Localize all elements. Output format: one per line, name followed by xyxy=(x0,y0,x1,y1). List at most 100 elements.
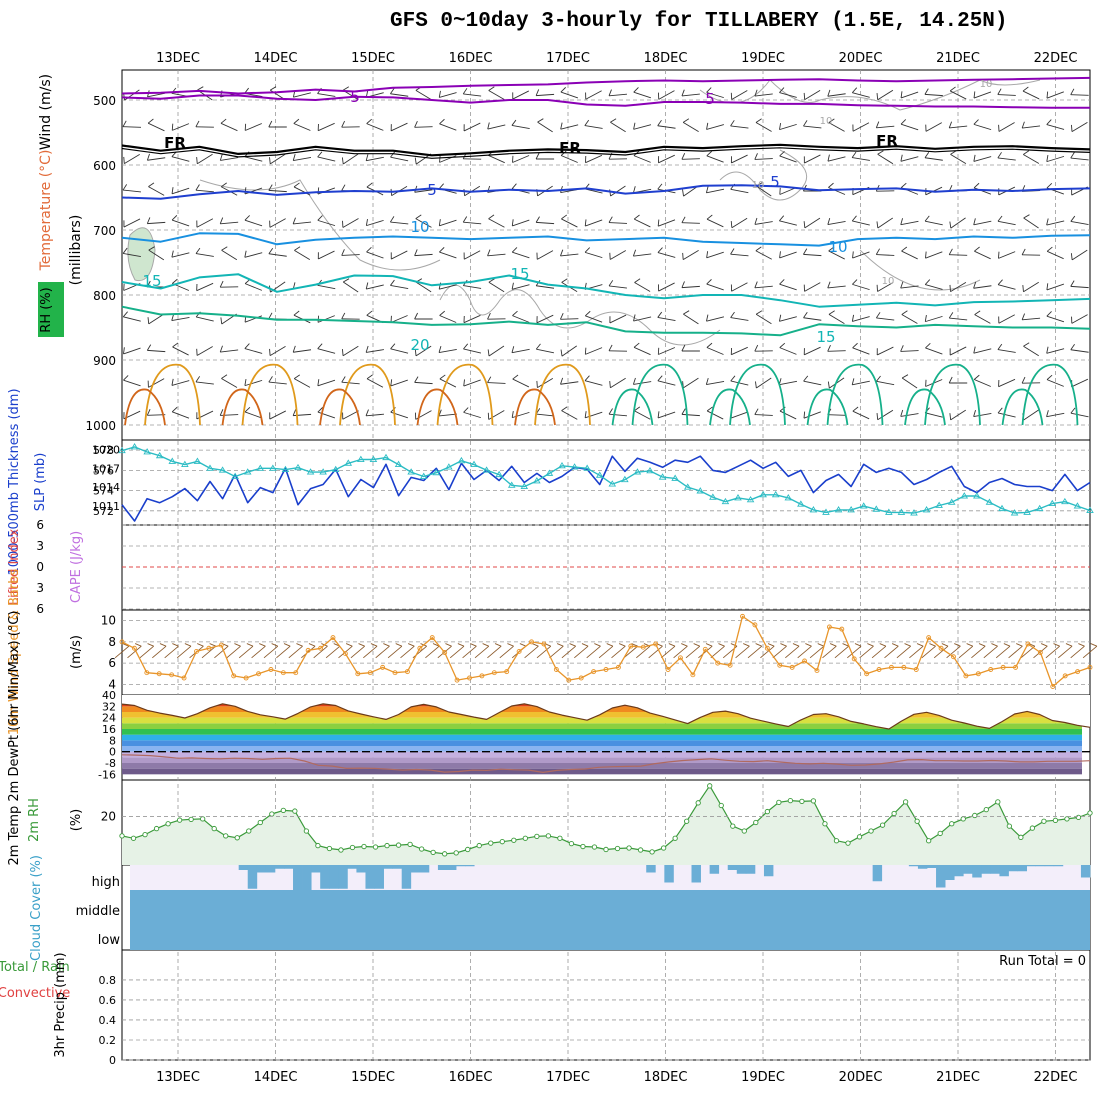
wind-barb xyxy=(852,342,870,355)
wind-barb-shaft xyxy=(706,124,724,130)
wind-barb xyxy=(754,408,773,416)
wind-speed-marker xyxy=(715,660,721,666)
slp-marker xyxy=(947,498,956,505)
wind-barb-shaft xyxy=(634,282,651,292)
wind-barb-flag xyxy=(973,154,976,162)
surface-wind-barb-shaft xyxy=(251,645,266,659)
wind-barb xyxy=(851,314,870,322)
wind-barb-flag xyxy=(998,124,1000,132)
wind-barb-flag xyxy=(317,87,322,94)
date-label-top: 13DEC xyxy=(156,51,200,66)
wind-barb-shaft xyxy=(876,125,895,129)
wind-barb-flag xyxy=(876,375,881,382)
date-label-bottom: 16DEC xyxy=(449,1070,493,1085)
wind-barb-flag xyxy=(438,90,441,98)
pressure-tick: 500 xyxy=(93,94,116,108)
date-label-top: 21DEC xyxy=(936,51,980,66)
wind-barb-shaft xyxy=(974,314,991,324)
wind-barb-flag xyxy=(536,252,538,260)
wind-barb-flag xyxy=(997,343,1003,350)
wind-barb-flag xyxy=(681,344,686,352)
wind-barb xyxy=(852,122,870,132)
surface-wind-barb-flag xyxy=(494,643,502,647)
wind-barb-flag xyxy=(366,118,372,124)
high-cloud-bar xyxy=(410,865,421,873)
wind-barb-shaft xyxy=(268,253,287,257)
wind-barb-flag xyxy=(827,89,831,97)
slp-marker xyxy=(143,448,151,455)
wind-barb xyxy=(730,311,749,321)
wind-barb xyxy=(269,345,286,357)
wind-barb-shaft xyxy=(147,92,166,98)
slp-marker xyxy=(1035,504,1044,512)
wind-barb xyxy=(803,346,821,356)
wind-barb-flag xyxy=(122,184,128,191)
wind-barb-flag xyxy=(414,376,419,383)
wind-barb-shaft xyxy=(244,252,263,258)
wind-barb xyxy=(219,280,239,288)
wind-barb-flag xyxy=(196,412,198,419)
wind-barb-shaft xyxy=(390,379,408,387)
wind-speed-marker xyxy=(566,677,572,683)
wind-barb-flag xyxy=(681,89,685,97)
wind-barb-flag xyxy=(1046,246,1053,252)
wind-barb-shaft xyxy=(537,250,554,260)
wind-barb-shaft xyxy=(463,314,481,324)
wind-barb xyxy=(123,347,141,355)
surface-wind-barb-shaft xyxy=(325,645,341,659)
rh-marker xyxy=(580,843,586,850)
wind-speed-marker xyxy=(851,656,857,662)
wind-barb-shaft xyxy=(221,378,238,388)
wind-barb xyxy=(389,216,409,225)
surface-wind-barb-flag xyxy=(1016,643,1023,647)
wind-barb-flag xyxy=(195,247,201,254)
wind-barb xyxy=(341,312,360,320)
wind-barb xyxy=(147,378,165,388)
wind-barb-shaft xyxy=(730,188,749,194)
wind-barb-flag xyxy=(609,189,611,197)
surface-temp-contour xyxy=(806,388,849,426)
wind-barb xyxy=(561,214,578,228)
wind-barb xyxy=(220,118,238,132)
cloud-level-label: high xyxy=(92,875,120,890)
slp-tick: 1014 xyxy=(92,481,120,494)
surface-wind-barb-flag xyxy=(631,643,638,647)
rh-marker xyxy=(707,783,713,789)
slp-marker xyxy=(206,464,214,471)
wind-barb-flag xyxy=(536,316,538,323)
wind-barb-flag xyxy=(779,122,782,130)
wind-barb-flag xyxy=(852,124,854,132)
high-cloud-bar xyxy=(338,865,348,889)
wind-barb xyxy=(1046,311,1065,323)
surface-wind-barb-flag xyxy=(358,643,365,647)
wind-speed-marker xyxy=(777,662,783,668)
rh-marker xyxy=(246,828,252,834)
wind-barb xyxy=(341,249,360,256)
wind-speed-marker xyxy=(256,671,261,677)
wind-barb-shaft xyxy=(148,313,165,325)
surface-temp-contour xyxy=(1001,388,1044,426)
surface-wind-barb xyxy=(710,643,725,659)
wind-barb-flag xyxy=(632,249,637,257)
wind-barb xyxy=(171,406,190,419)
surface-wind-barb-shaft xyxy=(276,645,291,659)
wind-barb xyxy=(560,345,578,357)
wind-barb-shaft xyxy=(756,185,772,197)
surface-wind-barb-shaft xyxy=(288,645,303,659)
wind-barb-shaft xyxy=(147,221,166,225)
wind-barb-shaft xyxy=(973,91,992,99)
wind-barb xyxy=(146,217,166,225)
wind-speed-marker xyxy=(355,671,361,677)
high-cloud-bar xyxy=(329,865,339,889)
wind-speed-marker xyxy=(653,641,659,647)
wind-barb-shaft xyxy=(511,284,530,290)
high-cloud-bar xyxy=(1008,865,1018,872)
surface-wind-barb-flag xyxy=(929,643,936,647)
wind-speed-marker xyxy=(181,675,187,681)
wind-barb-shaft xyxy=(536,285,555,289)
wind-speed-marker xyxy=(1050,684,1056,689)
wind-speed-marker xyxy=(268,667,274,672)
wind-barb xyxy=(610,118,626,133)
wind-barb-flag xyxy=(535,343,541,350)
wind-barb-shaft xyxy=(754,221,773,225)
